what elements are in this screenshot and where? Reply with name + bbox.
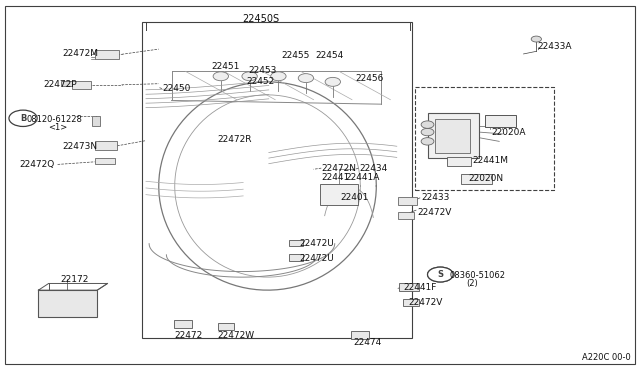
Circle shape xyxy=(242,72,257,81)
Text: 22020N: 22020N xyxy=(468,174,504,183)
Text: 22441M: 22441M xyxy=(472,156,508,165)
Text: 22472M: 22472M xyxy=(63,49,99,58)
Circle shape xyxy=(421,128,434,136)
Bar xyxy=(289,254,303,261)
Circle shape xyxy=(428,267,453,282)
Text: 22472R: 22472R xyxy=(218,135,252,144)
Text: 08120-61228: 08120-61228 xyxy=(27,115,83,124)
Bar xyxy=(398,212,414,219)
Circle shape xyxy=(271,72,286,81)
Bar xyxy=(461,174,492,184)
Bar xyxy=(61,81,72,86)
Bar xyxy=(289,240,303,246)
Bar xyxy=(435,119,470,153)
Text: B: B xyxy=(20,114,26,123)
Text: 22474: 22474 xyxy=(353,338,381,347)
Text: (2): (2) xyxy=(466,279,477,288)
Text: S: S xyxy=(437,270,444,279)
Text: 22472N: 22472N xyxy=(321,164,356,173)
Text: 22441A: 22441A xyxy=(346,173,380,182)
Bar xyxy=(72,81,91,89)
Text: 22472U: 22472U xyxy=(300,239,334,248)
Text: 22434: 22434 xyxy=(360,164,388,173)
Text: 22473N: 22473N xyxy=(63,142,98,151)
Text: 22472V: 22472V xyxy=(417,208,452,217)
Bar xyxy=(447,157,471,166)
Text: 22451: 22451 xyxy=(211,62,239,71)
Circle shape xyxy=(325,77,340,86)
Bar xyxy=(403,299,419,306)
Text: 22455: 22455 xyxy=(282,51,310,60)
Text: 22441F: 22441F xyxy=(403,283,436,292)
Text: <1>: <1> xyxy=(48,123,67,132)
Text: 22472V: 22472V xyxy=(408,298,443,307)
Text: 22450S: 22450S xyxy=(243,14,280,23)
Bar xyxy=(95,158,115,164)
Bar xyxy=(92,116,100,126)
Text: 08360-51062: 08360-51062 xyxy=(449,271,506,280)
Circle shape xyxy=(428,267,453,282)
Circle shape xyxy=(531,36,541,42)
Bar xyxy=(415,87,554,190)
Text: 22401: 22401 xyxy=(340,193,369,202)
Text: 22450: 22450 xyxy=(162,84,190,93)
Text: 22020A: 22020A xyxy=(492,128,526,137)
Text: 22172: 22172 xyxy=(61,275,89,283)
Circle shape xyxy=(298,74,314,83)
Text: A220C 00-0: A220C 00-0 xyxy=(582,353,630,362)
Bar xyxy=(320,184,358,205)
Text: 22472U: 22472U xyxy=(300,254,334,263)
Text: 22454: 22454 xyxy=(315,51,343,60)
Bar xyxy=(95,141,117,150)
Text: 22472P: 22472P xyxy=(44,80,77,89)
Text: 22472: 22472 xyxy=(174,331,202,340)
Circle shape xyxy=(213,72,228,81)
Bar xyxy=(174,320,192,328)
Circle shape xyxy=(9,110,37,126)
Bar xyxy=(485,115,516,127)
Bar xyxy=(38,290,97,317)
Text: 22441: 22441 xyxy=(321,173,349,182)
Text: 22433: 22433 xyxy=(421,193,449,202)
Text: 22453: 22453 xyxy=(248,66,276,75)
Bar xyxy=(95,50,119,59)
Text: 22472Q: 22472Q xyxy=(19,160,54,169)
Text: 22472W: 22472W xyxy=(218,331,255,340)
Bar xyxy=(399,283,419,291)
Text: 22433A: 22433A xyxy=(538,42,572,51)
Text: 22452: 22452 xyxy=(246,77,275,86)
Bar xyxy=(351,331,369,339)
Bar xyxy=(428,113,479,158)
Text: 22456: 22456 xyxy=(356,74,384,83)
Bar xyxy=(218,323,234,330)
Circle shape xyxy=(421,121,434,128)
Bar xyxy=(398,197,417,205)
Circle shape xyxy=(421,138,434,145)
Bar xyxy=(142,22,412,338)
